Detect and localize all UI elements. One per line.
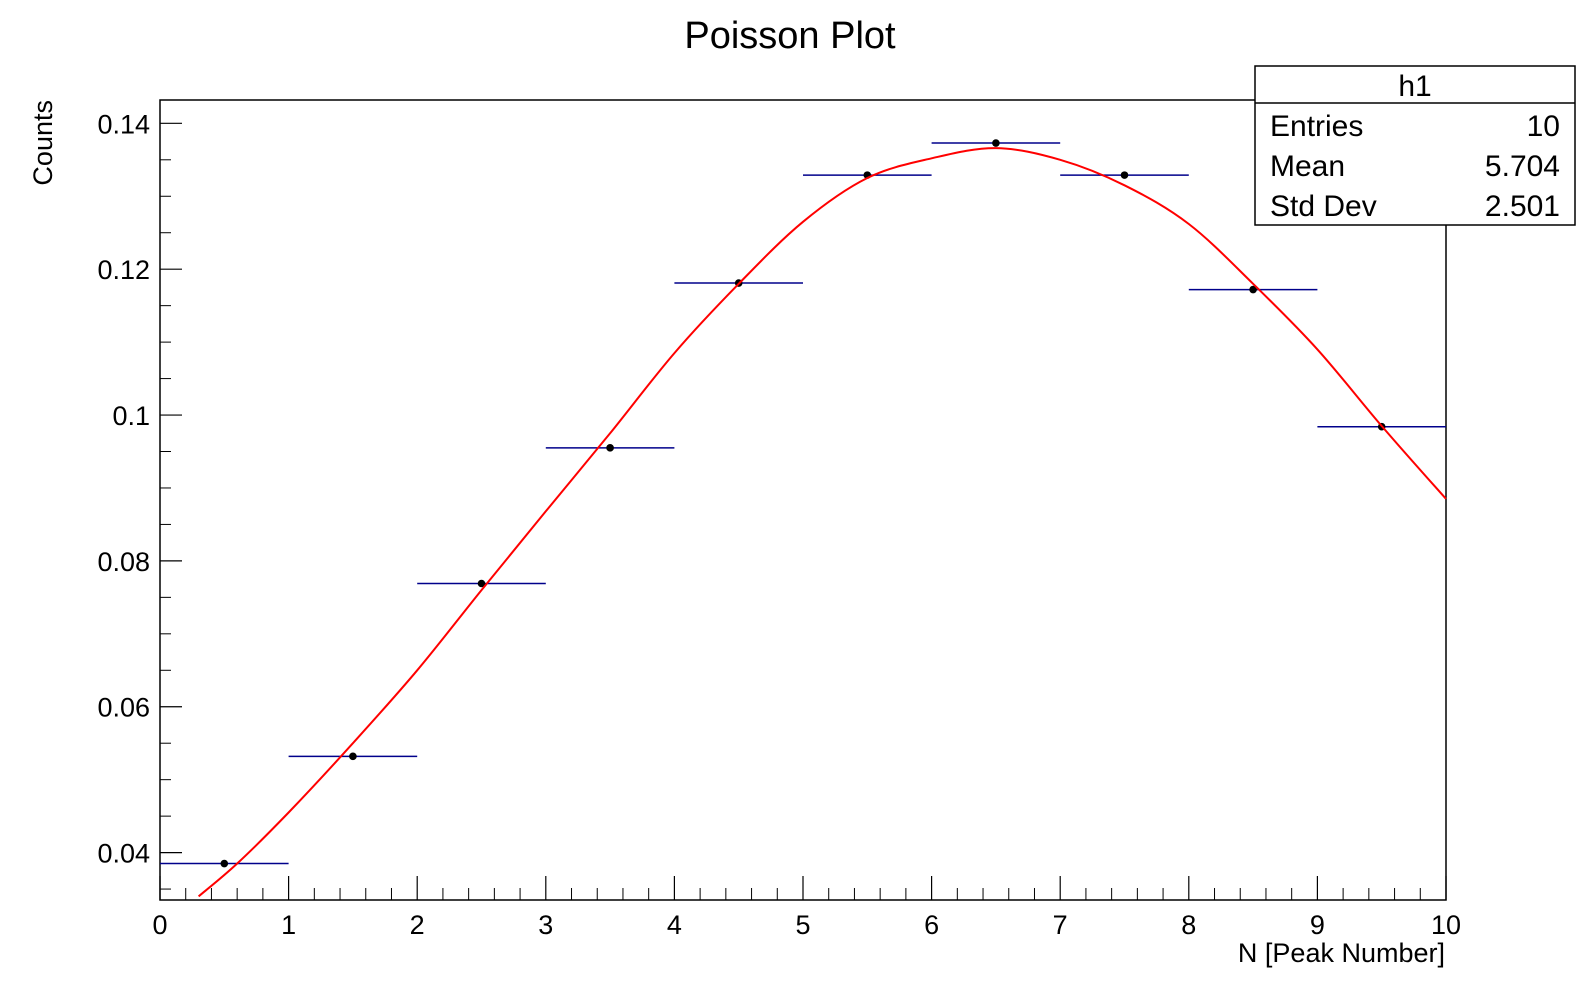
x-tick-label: 8 [1181, 910, 1196, 940]
stats-value-entries: 10 [1527, 110, 1560, 143]
y-tick-label: 0.1 [112, 401, 150, 431]
y-axis-title: Counts [28, 100, 58, 186]
y-tick-label: 0.14 [97, 109, 150, 139]
x-axis-title: N [Peak Number] [1238, 938, 1445, 968]
x-tick-label: 6 [924, 910, 939, 940]
plot-area [159, 99, 1447, 901]
plot-frame-border [159, 99, 1447, 901]
data-point [477, 579, 486, 588]
histogram-series [160, 139, 1446, 868]
x-tick-label: 5 [795, 910, 810, 940]
stats-box-title: h1 [1398, 70, 1431, 103]
fit-curve [197, 147, 1447, 898]
x-tick-label: 10 [1431, 910, 1461, 940]
data-point [349, 752, 357, 761]
y-tick-label: 0.04 [97, 839, 150, 869]
stats-label-std-dev: Std Dev [1270, 190, 1377, 223]
data-point [1249, 285, 1257, 294]
data-point [992, 139, 1000, 147]
data-point [1120, 171, 1129, 179]
stats-box-frame [1254, 65, 1576, 226]
stats-value-std-dev: 2.501 [1485, 190, 1560, 223]
data-point [220, 859, 229, 868]
x-tick-label: 7 [1053, 910, 1068, 940]
stats-label-entries: Entries [1270, 110, 1363, 143]
x-tick-label: 4 [667, 910, 682, 940]
stats-label-mean: Mean [1270, 150, 1345, 183]
data-point [606, 444, 614, 452]
y-tick-label: 0.08 [97, 547, 150, 577]
y-tick-label: 0.12 [97, 255, 150, 285]
x-tick-label: 0 [152, 910, 167, 940]
x-tick-label: 1 [281, 910, 296, 940]
stats-box: h1 Entries 10 Mean 5.704 Std Dev 2.501 [1254, 65, 1576, 226]
y-axis: 0.04 0.06 0.08 0.1 0.12 0.14 [97, 109, 182, 890]
chart-title: Poisson Plot [684, 15, 896, 57]
x-tick-label: 9 [1310, 910, 1325, 940]
x-axis: 0 1 2 3 4 5 6 7 8 9 10 [152, 876, 1461, 940]
stats-value-mean: 5.704 [1485, 150, 1560, 183]
y-tick-label: 0.06 [97, 693, 150, 723]
x-tick-label: 2 [410, 910, 425, 940]
x-tick-label: 3 [538, 910, 553, 940]
